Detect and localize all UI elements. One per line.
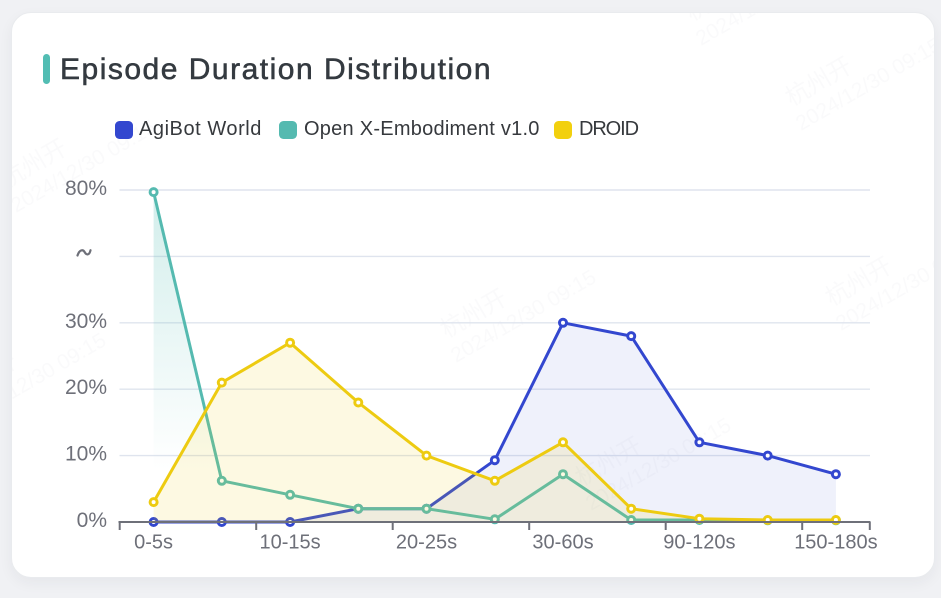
svg-text:150-180s: 150-180s	[794, 532, 877, 554]
svg-text:10-15s: 10-15s	[260, 532, 321, 554]
svg-text:20-25s: 20-25s	[396, 532, 457, 554]
svg-text:80%: 80%	[65, 177, 107, 200]
svg-text:20%: 20%	[65, 376, 107, 399]
svg-text:0%: 0%	[77, 509, 107, 532]
svg-text:10%: 10%	[65, 443, 107, 466]
svg-text:30%: 30%	[65, 310, 107, 333]
svg-text:90-120s: 90-120s	[663, 532, 735, 554]
svg-text:30-60s: 30-60s	[532, 532, 593, 554]
svg-text:0-5s: 0-5s	[134, 532, 173, 554]
